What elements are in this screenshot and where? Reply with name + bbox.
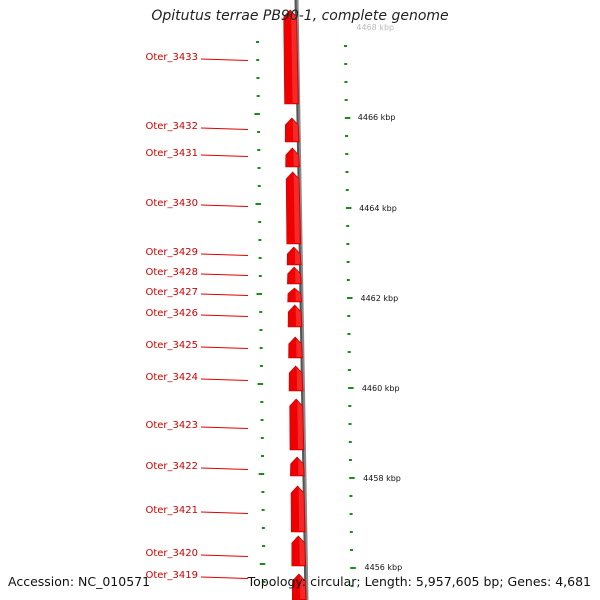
leader-line-14 xyxy=(200,554,249,557)
gene-arrow-shine-10 xyxy=(296,368,303,390)
leader-line-13 xyxy=(200,511,249,514)
label-leader-lines xyxy=(200,58,249,579)
gene-label: Oter_3428 xyxy=(145,267,198,278)
gene-arrows xyxy=(283,9,307,600)
leader-line-11 xyxy=(200,426,249,429)
gene-arrow-shine-2 xyxy=(292,120,299,141)
gene-arrow-shine-12 xyxy=(298,459,304,475)
scale-label: 4462 kbp xyxy=(360,294,399,303)
leader-line-12 xyxy=(200,467,249,470)
gene-label: Oter_3420 xyxy=(145,548,198,559)
gene-arrow-6 xyxy=(287,266,302,285)
gene-arrow-7 xyxy=(287,287,303,303)
gene-arrow-3 xyxy=(285,147,300,168)
gene-label: Oter_3422 xyxy=(145,461,198,472)
leader-line-8 xyxy=(200,314,249,317)
gene-arrow-14 xyxy=(291,535,307,567)
gene-label: Oter_3433 xyxy=(145,52,198,63)
gene-label: Oter_3423 xyxy=(145,420,198,431)
gene-arrow-shine-14 xyxy=(299,538,305,565)
leader-line-3 xyxy=(200,154,249,157)
leader-line-7 xyxy=(200,293,249,296)
gene-label: Oter_3430 xyxy=(145,198,198,209)
gene-arrow-shine-13 xyxy=(298,488,305,531)
left-tick-column xyxy=(254,41,266,583)
gene-arrow-shine-1 xyxy=(291,12,298,103)
leader-line-6 xyxy=(200,273,249,276)
gene-label: Oter_3429 xyxy=(145,247,198,258)
gene-arrow-shine-4 xyxy=(293,174,300,243)
gene-arrow-9 xyxy=(288,336,303,359)
genome-summary-text: Topology: circular; Length: 5,957,605 bp… xyxy=(247,574,591,589)
leader-line-15 xyxy=(200,576,249,579)
gene-label: Oter_3432 xyxy=(145,121,198,132)
gene-label: Oter_3427 xyxy=(145,287,198,298)
gene-arrow-15 xyxy=(291,573,307,600)
gene-arrow-10 xyxy=(288,365,304,392)
leader-line-4 xyxy=(200,204,249,207)
gene-label: Oter_3419 xyxy=(145,570,198,581)
gene-label: Oter_3431 xyxy=(145,148,198,159)
gene-label: Oter_3421 xyxy=(145,505,198,516)
leader-line-1 xyxy=(200,58,249,61)
scale-label: 4464 kbp xyxy=(359,204,397,213)
gene-arrow-shine-8 xyxy=(295,307,302,326)
gene-arrow-11 xyxy=(289,398,305,451)
scale-label: 4456 kbp xyxy=(364,563,403,572)
gene-label: Oter_3425 xyxy=(145,340,198,351)
gene-arrow-shine-9 xyxy=(296,339,302,357)
gene-arrow-shine-5 xyxy=(294,249,301,264)
gene-arrow-shine-3 xyxy=(293,150,299,166)
gene-arrow-shine-6 xyxy=(295,269,301,283)
leader-line-2 xyxy=(200,127,249,130)
scale-label: 4468 kbp xyxy=(356,23,395,32)
gene-arrow-shine-15 xyxy=(299,576,306,599)
backbone-line xyxy=(296,0,309,600)
scale-label: 4460 kbp xyxy=(361,384,400,393)
gene-arrow-8 xyxy=(287,304,303,328)
gene-label: Oter_3426 xyxy=(145,308,198,319)
map-title: Opitutus terrae PB90-1, complete genome xyxy=(151,8,449,24)
scale-label: 4466 kbp xyxy=(357,113,396,122)
gene-arrow-4 xyxy=(285,171,302,245)
gene-arrow-13 xyxy=(290,485,306,533)
gene-arrow-2 xyxy=(284,117,300,143)
scale-label: 4458 kbp xyxy=(363,474,401,483)
leader-line-10 xyxy=(200,378,249,381)
gene-arrow-shine-11 xyxy=(297,401,303,449)
leader-line-9 xyxy=(200,346,249,349)
leader-line-5 xyxy=(200,253,249,256)
gene-arrow-shine-7 xyxy=(295,290,301,301)
gene-label: Oter_3424 xyxy=(145,372,198,383)
gene-arrow-5 xyxy=(286,246,302,266)
accession-text: Accession: NC_010571 xyxy=(8,574,151,589)
right-tick-column xyxy=(344,45,356,587)
gene-arrow-12 xyxy=(290,456,305,477)
gene-arrow-1 xyxy=(283,9,299,105)
